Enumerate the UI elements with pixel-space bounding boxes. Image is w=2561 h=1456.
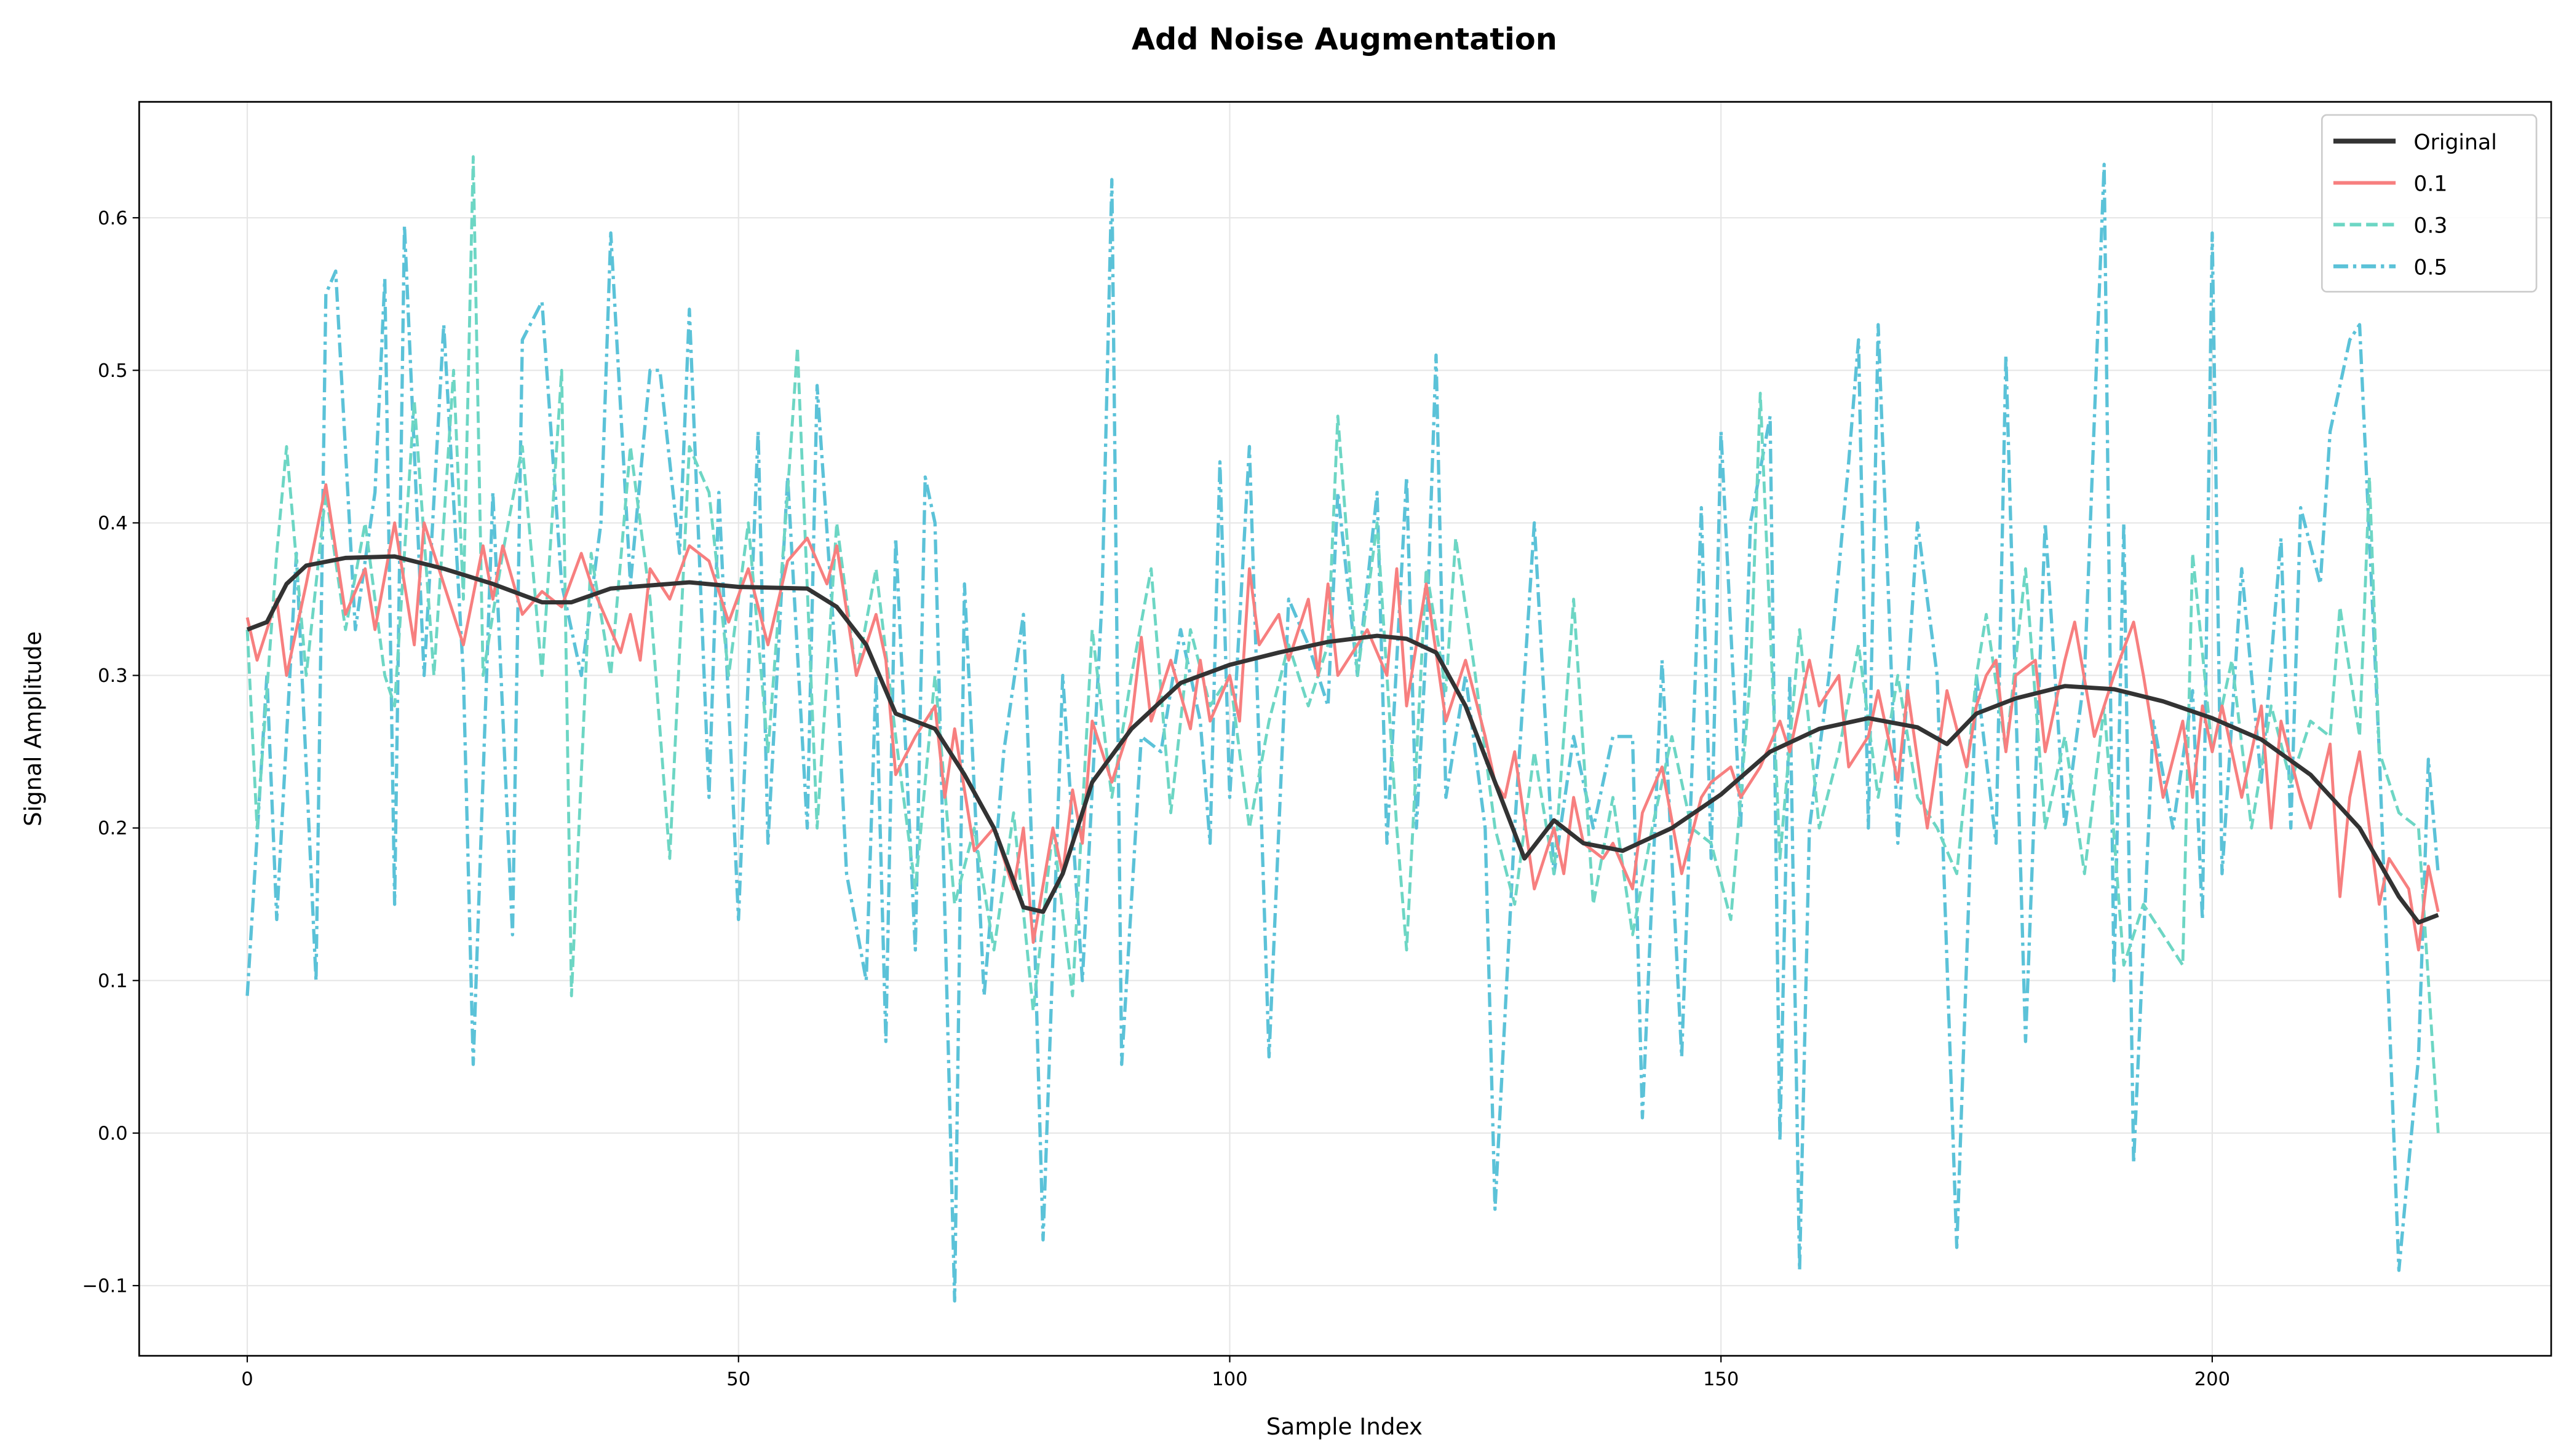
series-line-original — [246, 554, 2439, 925]
series-line-noise-0-1 — [245, 483, 2440, 952]
chart-title: Add Noise Augmentation — [1132, 21, 1557, 57]
legend-label: Original — [2413, 130, 2496, 155]
x-axis-label: Sample Index — [1266, 1413, 1423, 1440]
y-axis-ticks: −0.1 0.0 0.1 0.2 0.3 0.4 0.5 0.6 — [82, 208, 140, 1297]
x-tick-label: 0 — [241, 1369, 253, 1390]
y-tick-label: −0.1 — [82, 1276, 127, 1297]
y-tick-label: 0.5 — [98, 360, 128, 382]
y-tick-label: 0.1 — [98, 970, 128, 992]
x-tick-label: 150 — [1703, 1369, 1739, 1390]
x-axis-ticks: 0 50 100 150 200 — [241, 1356, 2230, 1390]
x-tick-label: 200 — [2194, 1369, 2230, 1390]
legend: Original 0.1 0.3 0.5 — [2321, 114, 2538, 293]
grid-lines — [139, 101, 2552, 1356]
legend-label: 0.1 — [2413, 172, 2447, 197]
plot-frame — [138, 101, 2552, 1357]
y-axis-label: Signal Amplitude — [20, 631, 47, 826]
series-line-noise-0-5 — [245, 162, 2440, 1303]
series-line-noise-0-3 — [245, 155, 2440, 1133]
y-tick-label: 0.4 — [98, 513, 128, 534]
x-tick-label: 100 — [1212, 1369, 1247, 1390]
legend-label: 0.3 — [2413, 214, 2447, 239]
series-lines — [245, 155, 2440, 1303]
legend-box — [2321, 114, 2538, 293]
x-tick-label: 50 — [726, 1369, 750, 1390]
y-tick-label: 0.6 — [98, 208, 128, 229]
legend-label: 0.5 — [2413, 256, 2447, 280]
y-tick-label: 0.3 — [98, 665, 128, 687]
y-tick-label: 0.0 — [98, 1123, 128, 1144]
y-tick-label: 0.2 — [98, 818, 128, 839]
